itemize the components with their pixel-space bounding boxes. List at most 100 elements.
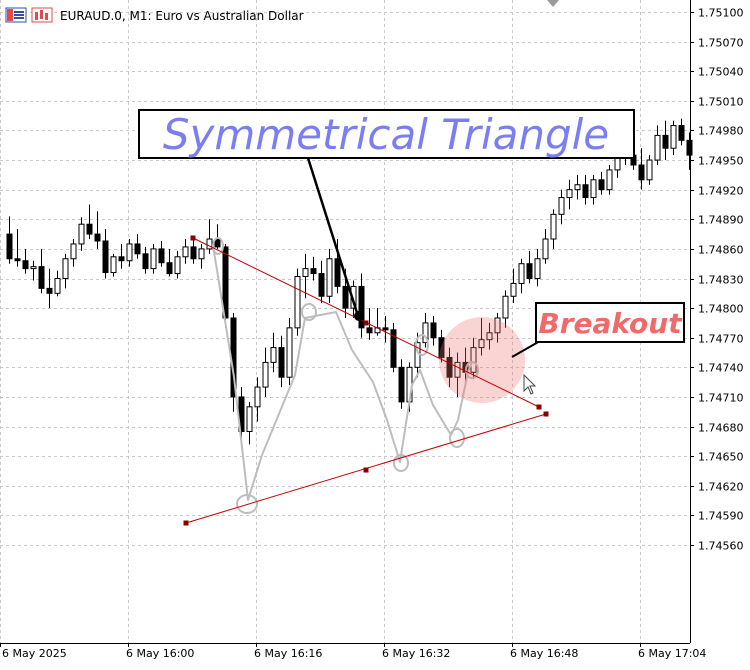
annotation-symmetrical-triangle[interactable]: Symmetrical Triangle bbox=[138, 109, 635, 159]
candle bbox=[254, 377, 261, 422]
annotation-breakout-text: Breakout bbox=[538, 307, 683, 340]
candle-body bbox=[550, 213, 557, 240]
scroll-marker-icon[interactable] bbox=[547, 0, 559, 7]
y-tick-label: 1.74740 bbox=[698, 362, 744, 375]
ohlc-icon[interactable] bbox=[5, 7, 27, 23]
chart-type-icon[interactable] bbox=[31, 7, 53, 23]
candle bbox=[358, 273, 365, 338]
candle bbox=[54, 270, 61, 297]
candle bbox=[550, 209, 557, 249]
candle bbox=[270, 332, 277, 373]
candle bbox=[294, 268, 301, 336]
x-tick-label: 6 May 16:00 bbox=[126, 647, 194, 660]
candle bbox=[582, 174, 589, 205]
y-tick-label: 1.74980 bbox=[698, 125, 744, 138]
candle bbox=[486, 322, 493, 350]
candle bbox=[142, 246, 149, 274]
candle-body bbox=[198, 248, 205, 260]
candle bbox=[302, 253, 309, 299]
candle-body bbox=[118, 256, 125, 262]
candle-body bbox=[542, 238, 549, 260]
candle bbox=[454, 352, 461, 397]
candle-body bbox=[150, 248, 157, 270]
y-tick-label: 1.74890 bbox=[698, 214, 744, 227]
mouse-cursor-icon bbox=[523, 373, 537, 395]
candle-body bbox=[286, 327, 293, 378]
candle-body bbox=[598, 179, 605, 191]
candle-body bbox=[574, 184, 581, 191]
candle-body bbox=[582, 184, 589, 199]
candle-body bbox=[30, 266, 37, 270]
pivot-marker bbox=[393, 454, 409, 472]
y-tick-label: 1.75070 bbox=[698, 37, 744, 50]
candle bbox=[430, 316, 437, 346]
candle-body bbox=[174, 256, 181, 275]
candle-body bbox=[606, 169, 613, 191]
candle bbox=[478, 317, 485, 356]
candle bbox=[86, 204, 93, 240]
candle bbox=[494, 313, 501, 343]
candle bbox=[598, 171, 605, 195]
candle-body bbox=[110, 256, 117, 274]
candle-body bbox=[190, 246, 197, 260]
candle bbox=[94, 211, 101, 249]
candle-body bbox=[438, 337, 445, 358]
candle-body bbox=[22, 260, 29, 270]
x-tick-label: 6 May 16:32 bbox=[382, 647, 450, 660]
candle bbox=[150, 243, 157, 274]
breakout-pointer bbox=[511, 340, 541, 358]
candle-body bbox=[670, 125, 677, 149]
candle bbox=[542, 229, 549, 264]
candle bbox=[686, 132, 693, 170]
candle-body bbox=[54, 278, 61, 294]
candle bbox=[158, 240, 165, 267]
candle bbox=[510, 268, 517, 304]
y-tick-label: 1.74590 bbox=[698, 510, 744, 523]
candle bbox=[446, 347, 453, 388]
candle bbox=[102, 229, 109, 279]
candle bbox=[246, 401, 253, 445]
candle bbox=[574, 174, 581, 200]
candle-body bbox=[102, 240, 109, 274]
candle bbox=[646, 155, 653, 185]
pivot-marker bbox=[465, 361, 479, 379]
candle bbox=[678, 118, 685, 146]
candle-body bbox=[270, 347, 277, 363]
candle bbox=[526, 250, 533, 284]
candle-body bbox=[126, 243, 133, 262]
candle-body bbox=[158, 248, 165, 264]
candle-body bbox=[430, 322, 437, 339]
candle-body bbox=[254, 386, 261, 408]
candle-body bbox=[318, 273, 325, 297]
candle bbox=[590, 174, 597, 205]
candle-body bbox=[62, 258, 69, 279]
trendline-anchor bbox=[363, 320, 369, 326]
candle-body bbox=[326, 258, 333, 297]
y-tick-label: 1.74950 bbox=[698, 155, 744, 168]
candle-body bbox=[246, 406, 253, 432]
candle-body bbox=[294, 276, 301, 329]
candle-body bbox=[342, 285, 349, 309]
candle-body bbox=[262, 361, 269, 388]
candle-body bbox=[646, 159, 653, 181]
annotation-breakout[interactable]: Breakout bbox=[535, 302, 685, 343]
candle-body bbox=[86, 223, 93, 235]
candle-body bbox=[662, 134, 669, 149]
candle bbox=[662, 120, 669, 161]
y-tick-label: 1.74770 bbox=[698, 333, 744, 346]
candle bbox=[502, 290, 509, 328]
candle bbox=[134, 234, 141, 259]
candle bbox=[390, 322, 397, 373]
candle-body bbox=[478, 339, 485, 349]
candle bbox=[78, 217, 85, 251]
candle-body bbox=[70, 243, 77, 260]
candle-body bbox=[422, 322, 429, 344]
y-tick-label: 1.74800 bbox=[698, 303, 744, 316]
candle bbox=[654, 125, 661, 165]
candle bbox=[566, 179, 573, 210]
candle-body bbox=[38, 266, 45, 289]
candle bbox=[638, 148, 645, 190]
candle-body bbox=[454, 361, 461, 378]
candle-body bbox=[14, 258, 21, 262]
